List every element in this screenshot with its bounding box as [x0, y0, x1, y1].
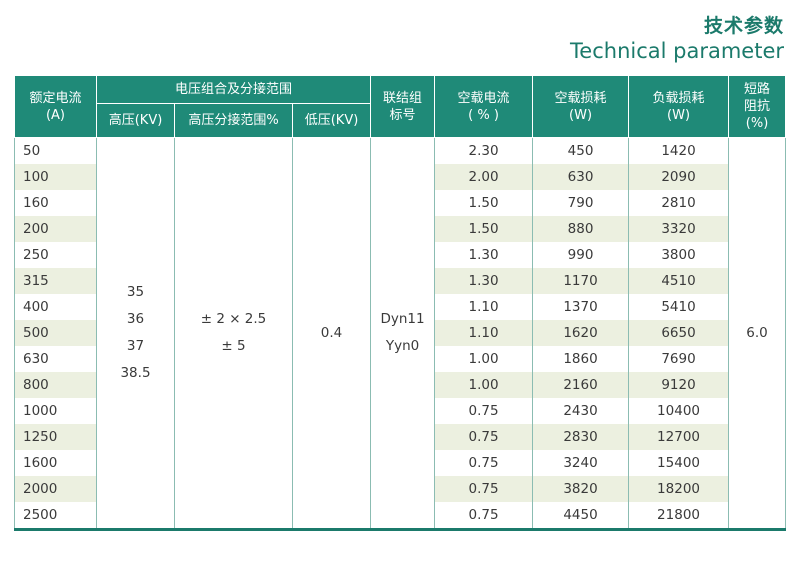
cell-no-load-current: 1.50: [434, 216, 534, 242]
cell-no-load-loss: 4450: [532, 502, 630, 530]
table-row: 800 1.00 2160 9120: [14, 372, 786, 398]
cell-load-loss: 6650: [628, 320, 730, 346]
cell-load-loss: 3800: [628, 242, 730, 268]
header-connection: 联结组 标号: [370, 75, 436, 138]
cell-connection: Dyn11 Yyn0: [370, 137, 436, 530]
cell-no-load-loss: 2430: [532, 398, 630, 424]
title-chinese: 技术参数: [703, 15, 784, 37]
header-voltage-group: 电压组合及分接范围: [95, 75, 372, 104]
cell-capacity: 2500: [14, 502, 97, 530]
cell-no-load-loss: 2830: [532, 424, 630, 450]
table-row: 50 35 36 37 38.5 ± 2 × 2.5 ± 5 0.4 Dyn11 Yyn0 2.30…: [14, 137, 787, 530]
cell-no-load-loss: 1620: [532, 320, 630, 346]
cell-no-load-current: 2.30: [434, 137, 534, 164]
cell-no-load-current: 1.10: [434, 320, 534, 346]
header-load-loss: 负载损耗 (W): [628, 75, 730, 138]
cell-capacity: 160: [14, 190, 97, 216]
table-row: 630 1.00 1860 7690: [14, 346, 786, 372]
cell-no-load-loss: 3820: [532, 476, 630, 502]
cell-capacity: 200: [14, 216, 97, 242]
cell-capacity: 315: [14, 268, 97, 294]
header-lv: 低压(KV): [291, 103, 372, 138]
header-hv: 高压(KV): [96, 103, 175, 138]
cell-no-load-loss: 990: [532, 242, 630, 268]
cell-capacity: 1600: [14, 450, 97, 476]
table-body: 50 35 36 37 38.5 ± 2 × 2.5 ± 5 0.4 Dyn11 Yyn0 2.30…: [14, 137, 787, 530]
table-row: 160 1.50 790 2810: [14, 190, 786, 216]
cell-load-loss: 3320: [628, 216, 730, 242]
cell-load-loss: 12700: [628, 424, 730, 450]
cell-load-loss: 21800: [628, 502, 730, 530]
table-row: 1250 0.75 2830 12700: [14, 424, 786, 450]
cell-capacity: 500: [14, 320, 97, 346]
cell-load-loss: 7690: [628, 346, 730, 372]
cell-load-loss: 5410: [628, 294, 730, 320]
cell-capacity: 400: [14, 294, 97, 320]
table-row: 2000 0.75 3820 18200: [14, 476, 786, 502]
cell-capacity: 800: [14, 372, 97, 398]
cell-no-load-loss: 630: [532, 164, 630, 190]
table-row: 100 2.00 630 2090: [14, 164, 786, 190]
cell-load-loss: 18200: [628, 476, 730, 502]
cell-no-load-current: 0.75: [434, 502, 534, 530]
table-row: 2500 0.75 4450 21800: [14, 502, 786, 530]
cell-no-load-loss: 1370: [532, 294, 630, 320]
cell-no-load-current: 0.75: [434, 450, 534, 476]
header-hv-tap: 高压分接范围%: [174, 103, 293, 138]
cell-capacity: 1250: [14, 424, 97, 450]
cell-no-load-current: 0.75: [434, 476, 534, 502]
cell-capacity: 50: [14, 137, 97, 164]
cell-load-loss: 1420: [628, 137, 730, 164]
cell-capacity: 250: [14, 242, 97, 268]
title-english: Technical parameter: [570, 39, 784, 63]
cell-impedance: 6.0: [728, 137, 787, 530]
table-row: 500 1.10 1620 6650: [14, 320, 786, 346]
cell-load-loss: 2810: [628, 190, 730, 216]
cell-load-loss: 15400: [628, 450, 730, 476]
header-no-load-loss: 空载损耗 (W): [532, 75, 630, 138]
cell-no-load-loss: 1170: [532, 268, 630, 294]
cell-hv-tap: ± 2 × 2.5 ± 5: [174, 137, 293, 530]
cell-lv: 0.4: [291, 137, 372, 530]
header-no-load-current: 空载电流( % ): [434, 75, 534, 138]
cell-no-load-current: 1.00: [434, 372, 534, 398]
table-row: 200 1.50 880 3320: [14, 216, 786, 242]
cell-no-load-current: 0.75: [434, 398, 534, 424]
header-impedance: 短路 阻抗 (%): [728, 75, 787, 138]
table-row: 400 1.10 1370 5410: [14, 294, 786, 320]
cell-no-load-loss: 880: [532, 216, 630, 242]
cell-load-loss: 9120: [628, 372, 730, 398]
cell-load-loss: 2090: [628, 164, 730, 190]
table-row: 1000 0.75 2430 10400: [14, 398, 786, 424]
cell-capacity: 100: [14, 164, 97, 190]
table-row: 1600 0.75 3240 15400: [14, 450, 786, 476]
cell-capacity: 1000: [14, 398, 97, 424]
table-row: 250 1.30 990 3800: [14, 242, 786, 268]
cell-no-load-loss: 1860: [532, 346, 630, 372]
cell-no-load-loss: 3240: [532, 450, 630, 476]
cell-no-load-loss: 450: [532, 137, 630, 164]
technical-parameter-table: 额定电流 (A) 电压组合及分接范围 联结组 标号 空载电流( % ) 空载损耗 (W…: [14, 75, 787, 531]
cell-load-loss: 10400: [628, 398, 730, 424]
cell-no-load-loss: 790: [532, 190, 630, 216]
header-rated-current: 额定电流 (A): [14, 75, 97, 138]
cell-capacity: 2000: [14, 476, 97, 502]
cell-no-load-current: 1.30: [434, 242, 534, 268]
cell-no-load-current: 1.30: [434, 268, 534, 294]
cell-no-load-loss: 2160: [532, 372, 630, 398]
cell-no-load-current: 1.00: [434, 346, 534, 372]
cell-capacity: 630: [14, 346, 97, 372]
cell-no-load-current: 1.50: [434, 190, 534, 216]
cell-no-load-current: 1.10: [434, 294, 534, 320]
table-row: 315 1.30 1170 4510: [14, 268, 786, 294]
title-block: 技术参数 Technical parameter: [570, 14, 784, 64]
cell-no-load-current: 0.75: [434, 424, 534, 450]
cell-no-load-current: 2.00: [434, 164, 534, 190]
cell-hv-values: 35 36 37 38.5: [96, 137, 175, 530]
cell-load-loss: 4510: [628, 268, 730, 294]
